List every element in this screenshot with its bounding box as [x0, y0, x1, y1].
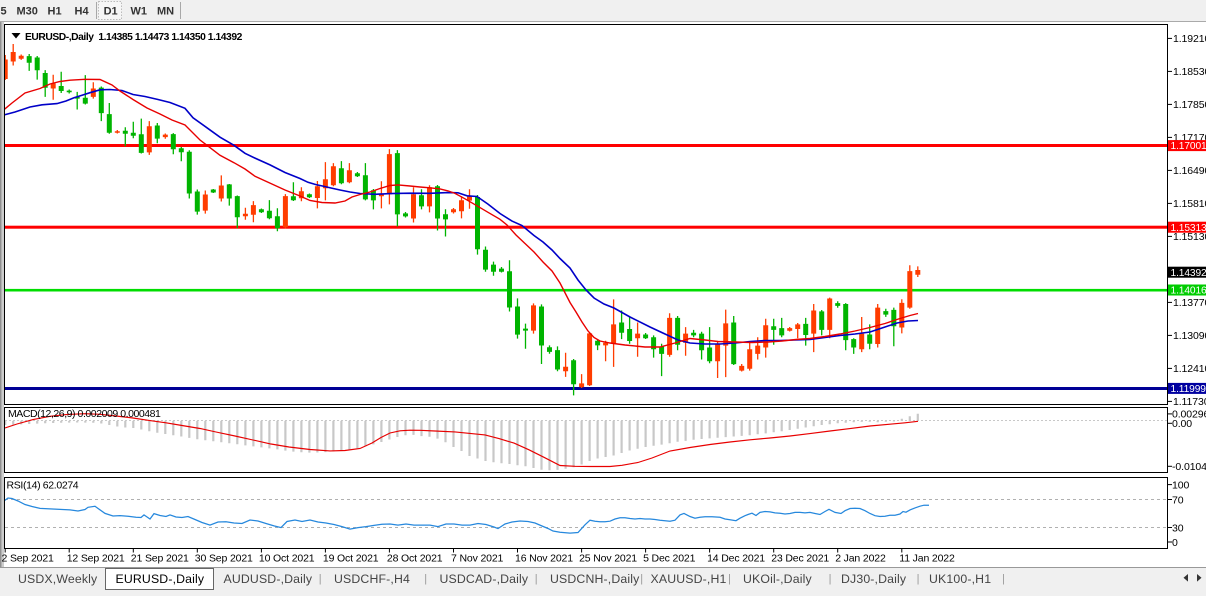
svg-text:1.13090: 1.13090 — [1173, 330, 1206, 342]
svg-text:|: | — [829, 573, 832, 585]
svg-text:|: | — [535, 573, 538, 585]
svg-text:23 Dec 2021: 23 Dec 2021 — [771, 553, 829, 565]
svg-text:|: | — [640, 573, 643, 585]
svg-text:USDX,Weekly: USDX,Weekly — [18, 572, 98, 586]
svg-text:2 Jan 2022: 2 Jan 2022 — [835, 553, 886, 565]
svg-text:1.18530: 1.18530 — [1173, 66, 1206, 78]
svg-text:10 Oct 2021: 10 Oct 2021 — [259, 553, 315, 565]
svg-text:100: 100 — [1172, 479, 1189, 491]
svg-text:0.00: 0.00 — [1172, 418, 1192, 430]
svg-text:30: 30 — [1172, 522, 1184, 534]
svg-text:1.19210: 1.19210 — [1173, 33, 1206, 45]
svg-text:EURUSD-,Daily 1.14385 1.14473: EURUSD-,Daily 1.14385 1.14473 1.14350 1.… — [25, 32, 243, 43]
svg-text:1.16490: 1.16490 — [1173, 165, 1206, 177]
svg-text:1.11730: 1.11730 — [1173, 396, 1206, 408]
svg-text:1.15810: 1.15810 — [1173, 198, 1206, 210]
svg-text:19 Oct 2021: 19 Oct 2021 — [323, 553, 379, 565]
svg-text:USDCAD-,Daily: USDCAD-,Daily — [440, 572, 529, 586]
svg-text:16 Nov 2021: 16 Nov 2021 — [515, 553, 573, 565]
svg-text:7 Nov 2021: 7 Nov 2021 — [451, 553, 504, 565]
svg-text:0: 0 — [1172, 537, 1178, 549]
svg-text:W1: W1 — [131, 6, 148, 18]
svg-text:MN: MN — [157, 6, 174, 18]
svg-text:|: | — [1002, 573, 1005, 585]
svg-text:MACD(12,26,9) 0.002009 0.00048: MACD(12,26,9) 0.002009 0.000481 — [8, 408, 161, 420]
svg-text:1.11999: 1.11999 — [1171, 384, 1206, 395]
svg-text:|: | — [917, 573, 920, 585]
svg-text:25 Nov 2021: 25 Nov 2021 — [579, 553, 637, 565]
svg-text:1.15313: 1.15313 — [1171, 223, 1206, 234]
svg-text:UKOil-,Daily: UKOil-,Daily — [743, 572, 812, 586]
svg-text:AUDUSD-,Daily: AUDUSD-,Daily — [224, 572, 313, 586]
svg-text:28 Oct 2021: 28 Oct 2021 — [387, 553, 443, 565]
svg-text:H1: H1 — [48, 6, 62, 18]
svg-text:14 Dec 2021: 14 Dec 2021 — [707, 553, 765, 565]
svg-text:XAUUSD-,H1: XAUUSD-,H1 — [651, 572, 727, 586]
svg-text:|: | — [319, 573, 322, 585]
svg-text:21 Sep 2021: 21 Sep 2021 — [131, 553, 189, 565]
svg-text:H4: H4 — [75, 6, 90, 18]
svg-text:1.17001: 1.17001 — [1171, 141, 1206, 152]
svg-text:1.14016: 1.14016 — [1171, 286, 1206, 297]
svg-text:1.13770: 1.13770 — [1173, 297, 1206, 309]
svg-text:-0.01042: -0.01042 — [1172, 461, 1206, 473]
svg-text:0.002966: 0.002966 — [1172, 409, 1206, 421]
svg-text:USDCHF-,H4: USDCHF-,H4 — [334, 572, 410, 586]
svg-text:12 Sep 2021: 12 Sep 2021 — [67, 553, 125, 565]
svg-text:1.12410: 1.12410 — [1173, 363, 1206, 375]
svg-text:|: | — [728, 573, 731, 585]
svg-text:30 Sep 2021: 30 Sep 2021 — [195, 553, 253, 565]
svg-text:RSI(14) 62.0274: RSI(14) 62.0274 — [7, 480, 79, 492]
svg-text:EURUSD-,Daily: EURUSD-,Daily — [116, 572, 205, 586]
svg-text:DJ30-,Daily: DJ30-,Daily — [841, 572, 907, 586]
svg-text:5: 5 — [1, 6, 7, 18]
svg-text:UK100-,H1: UK100-,H1 — [929, 572, 991, 586]
svg-text:11 Jan 2022: 11 Jan 2022 — [899, 553, 955, 565]
svg-text:70: 70 — [1172, 494, 1184, 506]
svg-text:5 Dec 2021: 5 Dec 2021 — [643, 553, 696, 565]
svg-text:1.17850: 1.17850 — [1173, 99, 1206, 111]
svg-text:|: | — [424, 573, 427, 585]
svg-text:USDCNH-,Daily: USDCNH-,Daily — [550, 572, 640, 586]
svg-text:M30: M30 — [17, 6, 38, 18]
svg-text:1.15130: 1.15130 — [1173, 231, 1206, 243]
svg-text:D1: D1 — [104, 6, 118, 18]
svg-text:1.14392: 1.14392 — [1171, 268, 1206, 279]
svg-text:2 Sep 2021: 2 Sep 2021 — [2, 553, 55, 565]
